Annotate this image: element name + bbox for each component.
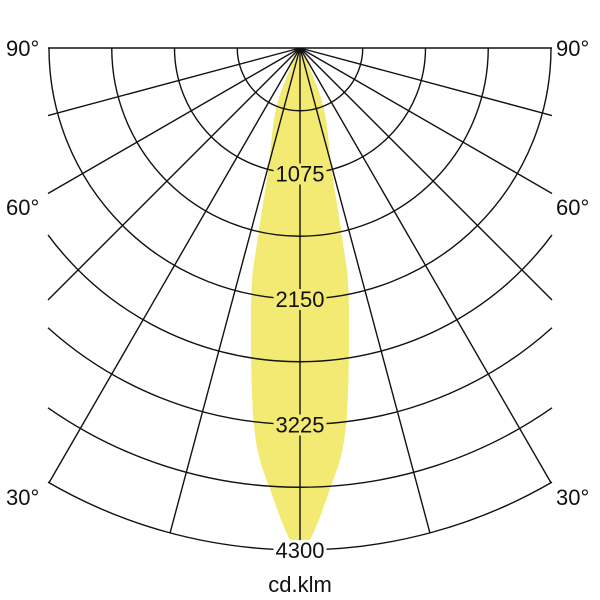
angle-gridline: [47, 47, 301, 117]
angle-gridline: [299, 47, 431, 534]
angle-gridline: [47, 47, 301, 301]
angle-label-right-60: 60°: [556, 195, 589, 220]
angle-gridline: [169, 47, 301, 534]
radial-label-background: [273, 163, 327, 185]
angle-gridline: [299, 47, 552, 484]
unit-label: cd.klm: [268, 572, 332, 597]
radial-label-2150: 2150: [273, 287, 327, 312]
angle-label-right-30: 30°: [556, 485, 589, 510]
radial-label-background: [273, 414, 327, 436]
radial-tick-label: 4300: [276, 538, 325, 563]
radial-tick-label: 3225: [276, 413, 325, 438]
radial-tick-label: 2150: [276, 287, 325, 312]
angle-gridline: [299, 47, 553, 195]
angle-label-left-90: 90°: [6, 36, 39, 61]
radial-labels: 1075 2150 3225 4300: [273, 162, 327, 563]
angle-gridline: [299, 47, 553, 117]
radial-label-background: [273, 289, 327, 310]
radial-tick-label: 1075: [276, 162, 325, 187]
angle-gridline: [299, 47, 553, 301]
angle-label-right-90: 90°: [556, 36, 589, 61]
angle-gridline: [48, 47, 301, 484]
angle-label-left-60: 60°: [6, 195, 39, 220]
angle-label-left-30: 30°: [6, 485, 39, 510]
radial-label-3225: 3225: [273, 413, 327, 438]
radial-label-background: [273, 540, 327, 561]
radial-label-4300: 4300: [273, 538, 327, 563]
angle-gridline: [47, 47, 301, 195]
radial-label-1075: 1075: [273, 162, 327, 187]
